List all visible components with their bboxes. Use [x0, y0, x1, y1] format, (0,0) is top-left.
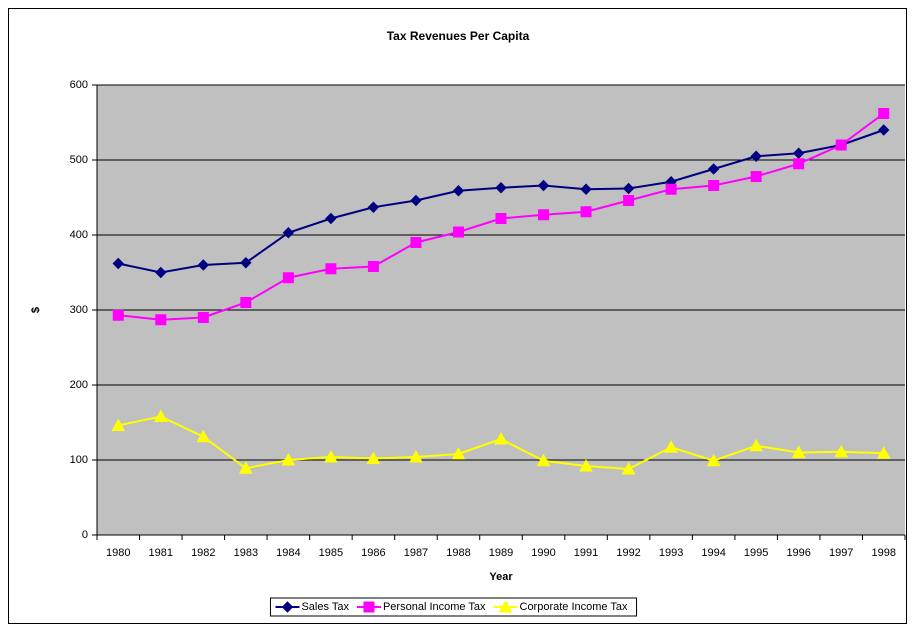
- x-tick-label: 1984: [276, 547, 300, 559]
- x-tick-label: 1987: [404, 547, 428, 559]
- data-point: [749, 438, 764, 452]
- data-point: [878, 124, 890, 136]
- data-point: [708, 180, 720, 191]
- data-point: [153, 409, 168, 422]
- data-point: [155, 266, 167, 279]
- data-point: [197, 312, 209, 323]
- x-tick-label: 1981: [149, 547, 173, 559]
- x-tick-label: 1994: [701, 547, 725, 559]
- data-point: [707, 163, 720, 175]
- data-point: [112, 257, 124, 270]
- data-point: [538, 209, 550, 221]
- chart-title: Tax Revenues Per Capita: [387, 29, 530, 43]
- y-tick-label: 600: [70, 79, 88, 91]
- x-tick-label: 1998: [871, 547, 895, 559]
- data-point: [366, 451, 381, 464]
- data-point: [622, 182, 635, 195]
- data-point: [155, 314, 167, 326]
- data-point: [750, 171, 762, 182]
- data-point: [196, 429, 211, 443]
- legend-label: Personal Income Tax: [383, 601, 486, 613]
- legend-marker: [363, 601, 375, 613]
- data-point: [325, 212, 337, 225]
- y-tick-label: 100: [70, 454, 88, 466]
- x-tick-label: 1980: [106, 547, 130, 559]
- data-point: [367, 201, 380, 213]
- data-point: [580, 183, 592, 195]
- data-point: [197, 259, 210, 271]
- data-point: [367, 261, 379, 272]
- data-point: [665, 183, 677, 195]
- data-point: [281, 452, 296, 466]
- data-point: [537, 179, 550, 192]
- data-point: [410, 194, 422, 207]
- data-point: [750, 150, 762, 162]
- x-tick-label: 1989: [489, 547, 513, 559]
- legend: Sales Tax Personal Income Tax Corporate In…: [269, 597, 638, 617]
- x-tick-label: 1993: [659, 547, 683, 559]
- x-tick-label: 1983: [234, 547, 258, 559]
- data-point: [706, 453, 721, 467]
- legend-marker: [281, 601, 294, 613]
- data-point: [834, 444, 849, 458]
- data-point: [240, 297, 252, 308]
- data-point: [409, 449, 423, 463]
- data-point: [111, 418, 126, 431]
- data-point: [536, 453, 551, 467]
- data-point: [282, 227, 295, 239]
- data-point: [495, 213, 507, 224]
- data-point: [112, 309, 124, 321]
- legend-box: [269, 597, 638, 617]
- data-point: [793, 158, 805, 170]
- data-point: [579, 458, 593, 472]
- data-point: [282, 272, 294, 284]
- data-point: [876, 446, 891, 459]
- data-point: [410, 237, 422, 248]
- y-tick-label: 500: [70, 154, 88, 166]
- legend-marker: [498, 599, 513, 613]
- legend-label: Sales Tax: [301, 601, 349, 613]
- data-point: [495, 182, 507, 194]
- data-point: [664, 440, 678, 453]
- data-point: [494, 431, 508, 445]
- data-point: [240, 257, 252, 269]
- x-tick-label: 1997: [829, 547, 853, 559]
- x-tick-label: 1995: [744, 547, 768, 559]
- legend-label: Corporate Income Tax: [520, 601, 629, 613]
- x-tick-label: 1991: [574, 547, 598, 559]
- y-tick-label: 200: [70, 379, 88, 391]
- data-point: [324, 449, 338, 463]
- x-tick-label: 1992: [616, 547, 640, 559]
- y-tick-label: 400: [70, 229, 88, 241]
- data-point: [835, 139, 847, 151]
- data-point: [878, 108, 890, 119]
- data-point: [580, 206, 592, 218]
- data-point: [238, 461, 253, 474]
- data-point: [623, 195, 635, 206]
- x-tick-label: 1982: [191, 547, 215, 559]
- x-tick-label: 1990: [531, 547, 555, 559]
- y-tick-label: 300: [70, 304, 88, 316]
- data-point: [621, 461, 636, 475]
- x-tick-label: 1996: [786, 547, 810, 559]
- data-point: [791, 445, 806, 458]
- data-point: [451, 446, 466, 460]
- data-point: [452, 226, 464, 238]
- x-tick-label: 1988: [446, 547, 470, 559]
- data-point: [452, 185, 465, 197]
- y-tick-label: 0: [82, 529, 88, 541]
- x-tick-label: 1986: [361, 547, 385, 559]
- x-axis-label: Year: [489, 571, 513, 583]
- data-point: [325, 263, 337, 275]
- y-axis-label: $: [30, 307, 42, 313]
- x-tick-label: 1985: [319, 547, 343, 559]
